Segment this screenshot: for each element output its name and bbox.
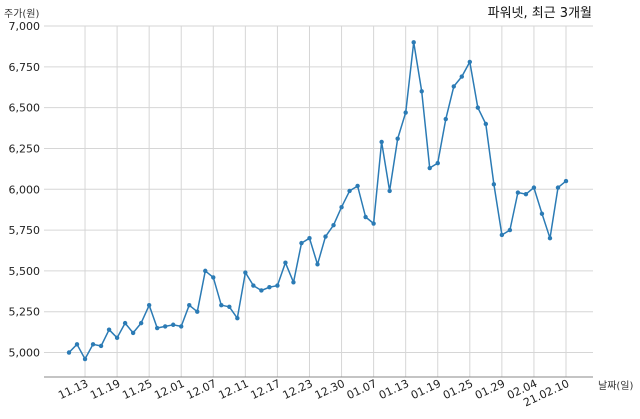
x-tick-label: 12.01 — [152, 377, 186, 402]
data-point — [331, 222, 336, 228]
data-point — [291, 280, 296, 285]
y-axis-label: 주가(원) — [4, 8, 40, 20]
data-point — [138, 320, 144, 326]
x-tick-label: 12.17 — [249, 377, 283, 402]
data-point — [122, 320, 128, 326]
data-point — [403, 110, 408, 115]
data-point — [259, 288, 264, 293]
data-point — [531, 185, 537, 190]
data-point — [74, 342, 80, 347]
data-point — [387, 188, 392, 194]
y-tick-label: 5,750 — [9, 224, 41, 237]
y-tick-label: 6,750 — [9, 61, 41, 74]
data-point — [483, 121, 489, 127]
data-point — [267, 285, 272, 290]
data-point — [171, 322, 176, 327]
chart-title: 파워넷, 최근 3개월 — [488, 6, 592, 21]
data-point — [299, 240, 304, 246]
data-point — [203, 268, 208, 274]
data-point — [539, 211, 545, 216]
data-point — [459, 74, 464, 79]
data-point — [315, 262, 320, 267]
data-point — [90, 342, 96, 347]
data-point — [195, 309, 200, 314]
data-point — [283, 260, 288, 265]
data-point — [179, 324, 184, 329]
series — [66, 40, 569, 362]
data-point — [114, 335, 120, 341]
y-tick-label: 6,000 — [9, 183, 41, 196]
x-axis-ticks: 11.1311.1911.2512.0112.0712.1112.1712.23… — [56, 377, 571, 409]
data-point — [323, 234, 328, 239]
data-point — [227, 304, 232, 309]
data-point — [275, 283, 280, 288]
data-point — [355, 183, 360, 189]
data-point — [363, 214, 368, 220]
data-point — [419, 89, 424, 94]
data-point — [251, 283, 256, 288]
data-point — [162, 324, 168, 329]
x-axis-label: 날짜(일) — [598, 380, 634, 392]
data-point — [467, 59, 473, 65]
y-tick-label: 5,250 — [9, 306, 41, 319]
data-point — [515, 190, 521, 195]
x-tick-label: 12.07 — [185, 377, 219, 402]
x-tick-label: 12.23 — [281, 377, 315, 402]
data-point — [243, 270, 248, 275]
data-point — [82, 356, 88, 362]
data-point — [130, 330, 136, 336]
y-tick-label: 6,250 — [9, 142, 41, 155]
data-point — [443, 116, 448, 122]
x-tick-label: 11.19 — [88, 377, 122, 402]
data-point — [499, 232, 505, 238]
data-point — [347, 188, 352, 194]
data-point — [339, 205, 344, 210]
y-tick-label: 5,500 — [9, 265, 41, 278]
x-tick-label: 11.25 — [120, 377, 154, 402]
x-tick-label: 12.11 — [217, 377, 251, 402]
y-tick-label: 6,500 — [9, 102, 41, 115]
y-axis-ticks: 5,000 5,250 5,500 5,750 6,000 6,250 6,500 6,750… — [9, 20, 41, 360]
x-tick-label: 11.13 — [56, 377, 90, 402]
data-point — [491, 182, 497, 187]
data-point — [106, 327, 112, 332]
grid — [44, 25, 593, 377]
y-tick-label: 7,000 — [9, 20, 41, 33]
data-point — [66, 350, 72, 355]
x-tick-label: 01.19 — [409, 377, 443, 402]
data-point — [154, 325, 160, 331]
data-point — [547, 236, 553, 241]
data-point — [379, 139, 384, 145]
x-tick-label: 12.30 — [313, 377, 347, 402]
x-tick-label: 01.29 — [473, 377, 507, 402]
data-point — [371, 221, 376, 226]
data-point — [187, 302, 192, 308]
data-point — [219, 302, 224, 308]
x-tick-label: 01.07 — [345, 377, 379, 402]
data-point — [523, 191, 529, 197]
y-tick-label: 5,000 — [9, 347, 41, 360]
data-point — [235, 316, 240, 321]
data-point — [98, 343, 104, 349]
data-point — [427, 165, 432, 171]
data-point — [211, 275, 216, 280]
data-point — [475, 105, 481, 110]
data-point — [507, 227, 513, 233]
data-point — [451, 84, 456, 89]
data-point — [563, 178, 569, 184]
data-point — [146, 302, 152, 308]
data-point — [307, 236, 312, 241]
data-point — [411, 40, 416, 45]
x-tick-label: 01.13 — [377, 377, 411, 402]
data-point — [555, 185, 561, 190]
data-point — [435, 160, 440, 166]
data-point — [395, 136, 400, 141]
x-tick-label: 01.25 — [441, 377, 475, 402]
